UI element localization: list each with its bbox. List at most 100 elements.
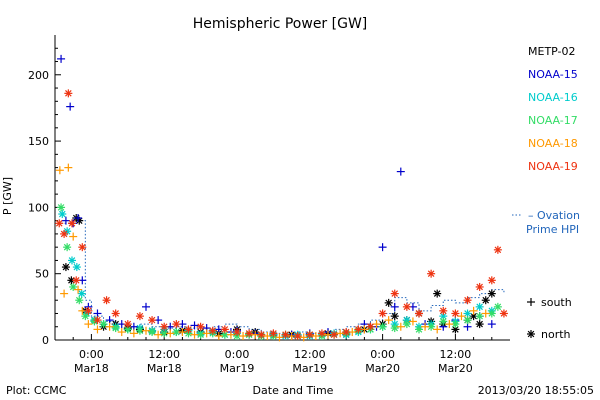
legend-ovation-label: – Ovation (528, 209, 580, 222)
data-point (275, 333, 284, 342)
data-point (190, 330, 199, 339)
data-point (354, 325, 363, 334)
data-point (60, 289, 69, 298)
data-point (75, 296, 84, 305)
data-point (384, 316, 393, 325)
x-tick-date-label: Mar19 (292, 362, 327, 375)
data-point (487, 320, 496, 329)
data-point (317, 329, 326, 338)
data-point (390, 302, 399, 311)
data-point (330, 330, 339, 339)
legend-series-label: NOAA-17 (528, 114, 578, 127)
data-point (208, 326, 217, 335)
data-point (220, 325, 229, 334)
data-point (311, 332, 320, 341)
data-point (55, 166, 64, 175)
x-axis-label: Date and Time (253, 384, 334, 397)
data-point (61, 216, 70, 225)
data-point (336, 329, 345, 338)
y-tick-label: 150 (28, 135, 49, 148)
data-point (481, 296, 490, 305)
data-point (93, 325, 102, 334)
data-point (421, 322, 430, 331)
legend-marker-north (527, 330, 535, 338)
data-point (123, 325, 132, 334)
data-point (451, 309, 460, 318)
data-point (415, 325, 423, 334)
data-point (226, 330, 235, 339)
data-point (342, 328, 351, 337)
data-point (93, 316, 102, 325)
legend-marker-south (527, 298, 535, 306)
data-point (475, 320, 484, 329)
data-point (439, 317, 448, 326)
data-point (148, 328, 157, 337)
data-point (63, 243, 72, 252)
footer-left: Plot: CCMC (6, 384, 67, 397)
data-point (372, 320, 381, 329)
data-point (487, 276, 496, 285)
data-point (293, 332, 302, 341)
data-point (74, 214, 83, 222)
x-tick-date-label: Mar20 (438, 362, 473, 375)
legend-hemisphere-label: north (541, 328, 571, 341)
data-point (427, 269, 436, 278)
data-point (463, 316, 472, 325)
data-point (196, 330, 205, 339)
chart-title: Hemispheric Power [GW] (193, 16, 368, 32)
data-point (72, 263, 81, 272)
data-point (433, 289, 442, 298)
data-point (475, 312, 484, 321)
data-point (60, 229, 69, 238)
x-tick-date-label: Mar18 (147, 362, 182, 375)
data-point (433, 325, 442, 334)
x-tick-date-label: Mar19 (220, 362, 255, 375)
data-point (427, 322, 436, 331)
data-point (64, 89, 73, 98)
data-point (390, 312, 399, 321)
data-point (99, 320, 108, 329)
data-point (415, 309, 423, 318)
data-point (445, 320, 454, 329)
data-point (439, 306, 448, 315)
x-tick-time-label: 12:00 (440, 348, 472, 361)
data-point (457, 312, 466, 321)
y-tick-label: 0 (42, 334, 49, 347)
data-point (263, 332, 272, 341)
data-point (102, 296, 111, 305)
data-point (402, 302, 411, 311)
data-point (69, 232, 78, 241)
data-point (142, 302, 150, 311)
data-point (299, 333, 308, 342)
data-point (384, 298, 393, 307)
legend-series-label: METP-02 (528, 45, 576, 58)
data-point (172, 320, 181, 329)
data-point (366, 322, 375, 331)
footer-timestamp: 2013/03/20 18:55:05 (478, 384, 594, 397)
legend-series-label: NOAA-19 (528, 160, 578, 173)
data-point (67, 219, 76, 228)
data-point (184, 325, 193, 334)
data-point (239, 332, 248, 341)
data-point (57, 203, 66, 212)
data-point (402, 320, 411, 329)
data-point (214, 332, 223, 341)
data-point (69, 282, 78, 291)
data-point (378, 322, 387, 331)
data-point (396, 322, 405, 331)
data-point (72, 276, 81, 285)
data-point (396, 167, 405, 176)
data-point (77, 289, 86, 298)
data-point (166, 329, 175, 338)
x-tick-time-label: 0:00 (370, 348, 395, 361)
data-point (105, 322, 114, 331)
legend-series-label: NOAA-18 (528, 137, 578, 150)
legend: METP-02 NOAA-15 NOAA-16 NOAA-17 NOAA-18 NOAA-… (512, 45, 580, 341)
data-point (469, 306, 478, 315)
data-point (78, 243, 87, 252)
legend-hemisphere-label: south (541, 296, 572, 309)
data-point (160, 322, 169, 331)
data-point (202, 329, 211, 338)
data-point (378, 243, 387, 252)
